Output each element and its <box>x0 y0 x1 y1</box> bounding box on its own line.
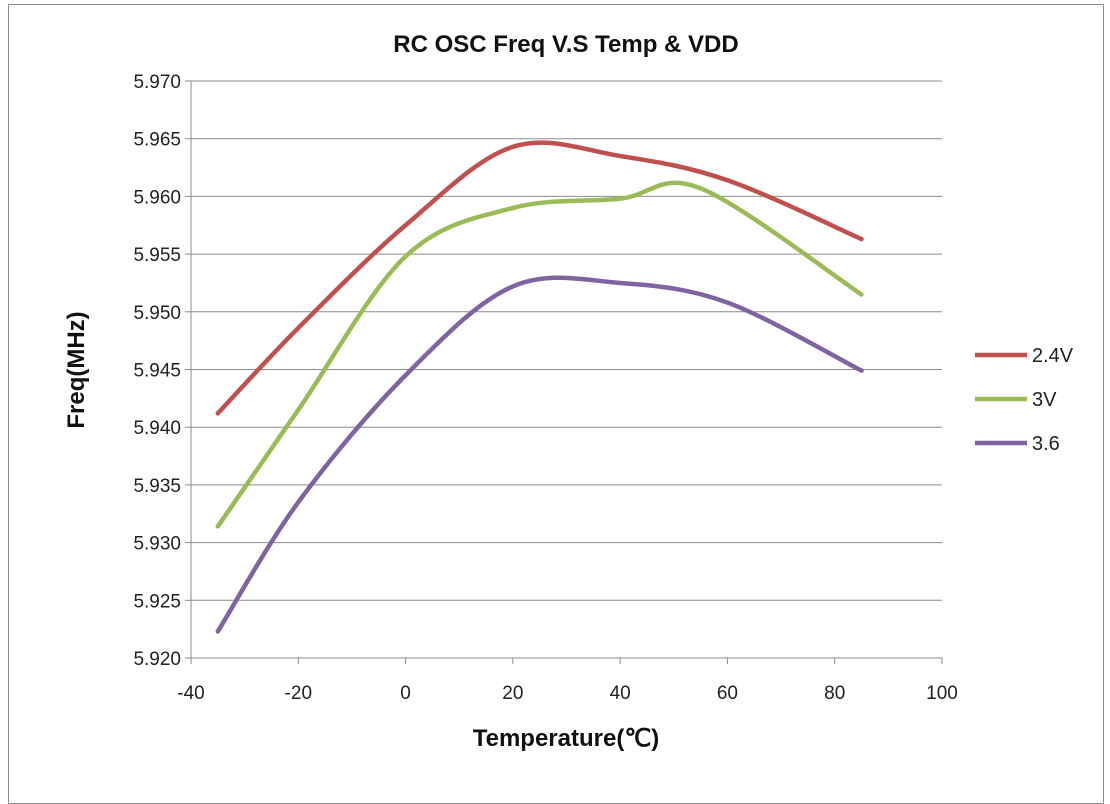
legend: 2.4V 3V 3.6 <box>975 345 1074 455</box>
series-line-3-6 <box>215 275 864 634</box>
x-tick-label: 60 <box>717 683 738 704</box>
y-tick-label: 5.930 <box>133 534 181 555</box>
x-tick-labels: -40 -20 0 20 40 60 80 100 <box>177 683 958 704</box>
legend-label: 3.6 <box>1032 433 1060 455</box>
x-tick-label: 100 <box>926 683 958 704</box>
y-tick-label: 5.965 <box>133 130 181 151</box>
y-tick-label: 5.970 <box>133 72 181 93</box>
y-tick-label: 5.945 <box>133 361 181 382</box>
chart-title: RC OSC Freq V.S Temp & VDD <box>393 31 738 58</box>
x-tick-label: -20 <box>285 683 312 704</box>
x-tick-label: 0 <box>400 683 411 704</box>
series-line-3v <box>215 180 864 529</box>
x-tick-label: 40 <box>610 683 631 704</box>
y-tick-label: 5.955 <box>133 245 181 266</box>
legend-label: 3V <box>1032 389 1057 411</box>
x-axis-title: Temperature(℃) <box>473 725 660 752</box>
legend-label: 2.4V <box>1032 345 1074 367</box>
axes <box>185 80 943 664</box>
series-lines <box>215 140 864 634</box>
y-axis-title: Freq(MHz) <box>63 311 90 428</box>
y-tick-label: 5.950 <box>133 303 181 324</box>
series-line-2-4v <box>215 140 864 416</box>
grid-lines <box>191 80 942 659</box>
x-tick-label: 20 <box>502 683 523 704</box>
y-tick-label: 5.925 <box>133 591 181 612</box>
y-tick-labels: 5.920 5.925 5.930 5.935 5.940 5.945 5.950 5.955… <box>133 72 181 670</box>
y-tick-label: 5.935 <box>133 476 181 497</box>
x-tick-label: 80 <box>824 683 845 704</box>
x-tick-label: -40 <box>177 683 204 704</box>
y-tick-label: 5.920 <box>133 649 181 670</box>
y-tick-label: 5.960 <box>133 187 181 208</box>
y-tick-label: 5.940 <box>133 418 181 439</box>
